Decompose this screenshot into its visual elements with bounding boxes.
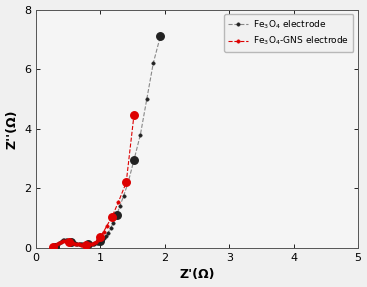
Fe$_3$O$_4$ electrode xyxy=(100,238,105,241)
Fe$_3$O$_4$ electrode xyxy=(53,245,58,249)
Point xyxy=(83,243,89,247)
Fe$_3$O$_4$-GNS electrode xyxy=(116,200,121,203)
Fe$_3$O$_4$-GNS electrode xyxy=(110,215,114,218)
Fe$_3$O$_4$-GNS electrode xyxy=(124,181,128,184)
Fe$_3$O$_4$-GNS electrode xyxy=(51,245,56,249)
Fe$_3$O$_4$-GNS electrode xyxy=(86,243,90,247)
Point xyxy=(98,239,103,243)
Fe$_3$O$_4$-GNS electrode xyxy=(65,240,69,243)
Fe$_3$O$_4$ electrode xyxy=(151,61,156,65)
Fe$_3$O$_4$-GNS electrode xyxy=(98,235,103,238)
Fe$_3$O$_4$-GNS electrode xyxy=(102,230,106,233)
Fe$_3$O$_4$-GNS electrode xyxy=(63,239,67,243)
Point xyxy=(131,158,137,162)
Fe$_3$O$_4$-GNS electrode xyxy=(76,243,81,246)
Point xyxy=(85,242,91,246)
Fe$_3$O$_4$-GNS electrode xyxy=(53,244,58,247)
Fe$_3$O$_4$ electrode xyxy=(96,241,100,245)
Point xyxy=(68,239,74,244)
Fe$_3$O$_4$-GNS electrode xyxy=(59,240,63,244)
Legend: Fe$_3$O$_4$ electrode, Fe$_3$O$_4$-GNS electrode: Fe$_3$O$_4$ electrode, Fe$_3$O$_4$-GNS e… xyxy=(224,14,353,52)
Fe$_3$O$_4$-GNS electrode xyxy=(57,241,61,245)
Point xyxy=(51,245,57,249)
Point xyxy=(66,239,72,244)
Fe$_3$O$_4$-GNS electrode xyxy=(88,243,92,246)
Fe$_3$O$_4$-GNS electrode xyxy=(67,240,71,243)
X-axis label: Z'(Ω): Z'(Ω) xyxy=(179,268,215,282)
Line: Fe$_3$O$_4$ electrode: Fe$_3$O$_4$ electrode xyxy=(54,35,162,249)
Point xyxy=(52,245,58,249)
Point xyxy=(98,234,103,239)
Fe$_3$O$_4$-GNS electrode xyxy=(92,241,96,245)
Fe$_3$O$_4$-GNS electrode xyxy=(70,241,75,245)
Fe$_3$O$_4$-GNS electrode xyxy=(73,242,77,245)
Fe$_3$O$_4$ electrode xyxy=(68,239,72,243)
Fe$_3$O$_4$-GNS electrode xyxy=(75,243,79,246)
Fe$_3$O$_4$-GNS electrode xyxy=(94,240,98,243)
Fe$_3$O$_4$-GNS electrode xyxy=(69,241,73,244)
Fe$_3$O$_4$-GNS electrode xyxy=(80,243,85,247)
Fe$_3$O$_4$-GNS electrode xyxy=(132,114,136,117)
Point xyxy=(131,113,137,118)
Fe$_3$O$_4$-GNS electrode xyxy=(96,238,100,241)
Fe$_3$O$_4$ electrode xyxy=(74,242,78,245)
Fe$_3$O$_4$-GNS electrode xyxy=(90,242,94,246)
Fe$_3$O$_4$ electrode xyxy=(73,242,77,245)
Fe$_3$O$_4$-GNS electrode xyxy=(82,243,87,247)
Fe$_3$O$_4$ electrode xyxy=(158,35,163,38)
Fe$_3$O$_4$-GNS electrode xyxy=(78,243,83,247)
Point xyxy=(157,34,163,39)
Fe$_3$O$_4$-GNS electrode xyxy=(61,240,65,243)
Fe$_3$O$_4$-GNS electrode xyxy=(84,243,88,247)
Line: Fe$_3$O$_4$-GNS electrode: Fe$_3$O$_4$-GNS electrode xyxy=(52,114,136,249)
Point xyxy=(123,180,129,185)
Fe$_3$O$_4$-GNS electrode xyxy=(55,243,59,246)
Point xyxy=(114,213,120,218)
Y-axis label: Z''(Ω): Z''(Ω) xyxy=(6,109,19,149)
Fe$_3$O$_4$-GNS electrode xyxy=(105,224,109,227)
Point xyxy=(109,214,115,219)
